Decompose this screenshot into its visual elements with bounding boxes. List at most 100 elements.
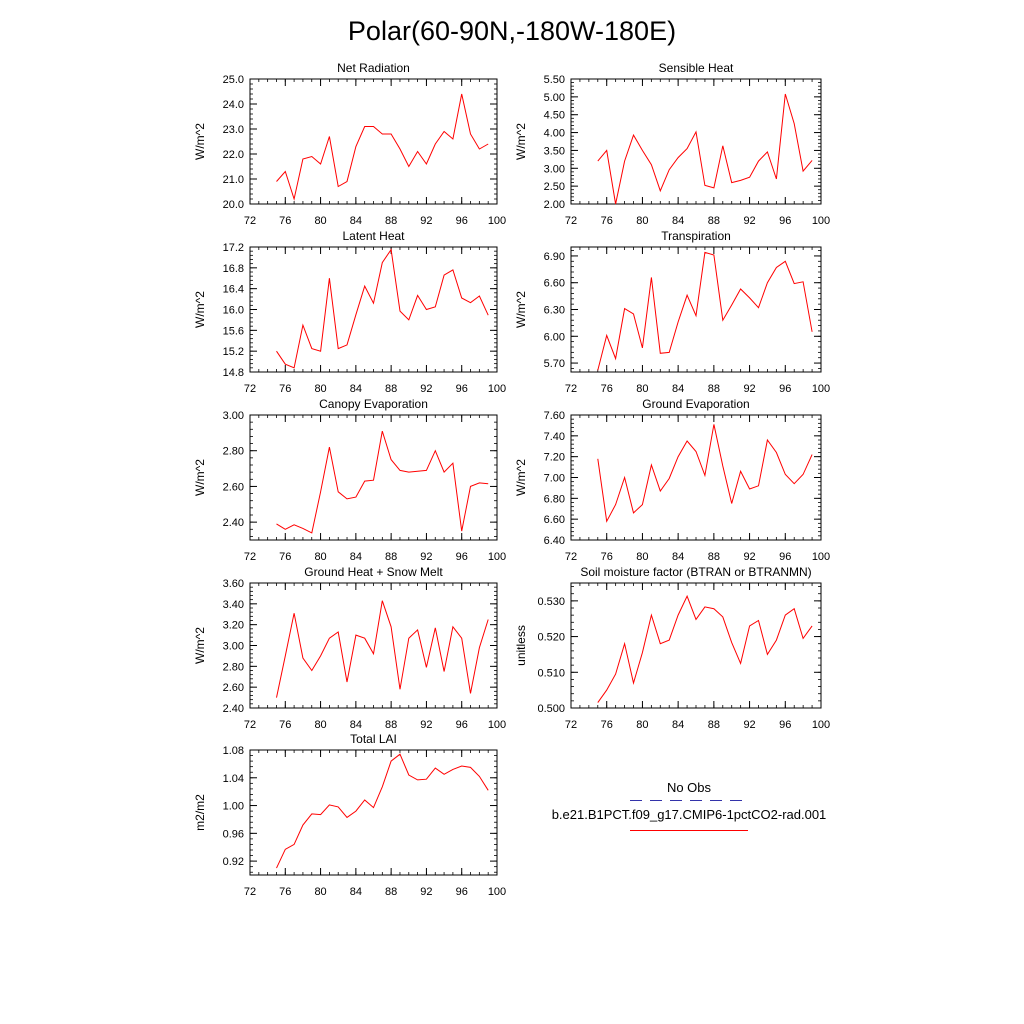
x-tick-label: 72 bbox=[244, 886, 256, 898]
y-tick-label: 16.8 bbox=[223, 263, 244, 275]
plot-frame bbox=[570, 78, 822, 205]
panel-title: Transpiration bbox=[661, 229, 731, 243]
x-tick-label: 92 bbox=[420, 551, 432, 563]
x-tick-label: 88 bbox=[385, 886, 397, 898]
x-tick-label: 88 bbox=[385, 215, 397, 227]
x-tick-label: 84 bbox=[350, 886, 362, 898]
y-tick-label: 5.50 bbox=[544, 74, 565, 86]
x-tick-label: 96 bbox=[456, 886, 468, 898]
panel-title: Soil moisture factor (BTRAN or BTRANMN) bbox=[580, 565, 811, 579]
y-tick-label: 3.40 bbox=[223, 599, 244, 611]
y-tick-label: 3.60 bbox=[223, 578, 244, 590]
panel-title: Canopy Evaporation bbox=[319, 397, 428, 411]
y-tick-label: 21.0 bbox=[223, 174, 244, 186]
y-tick-label: 3.00 bbox=[544, 163, 565, 175]
y-tick-label: 2.60 bbox=[223, 682, 244, 694]
y-tick-label: 1.00 bbox=[223, 801, 244, 813]
y-tick-label: 2.60 bbox=[223, 481, 244, 493]
y-tick-label: 2.80 bbox=[223, 446, 244, 458]
x-tick-label: 92 bbox=[420, 383, 432, 395]
panel-3: Latent Heat W/m^2 72 76 80 84 88 92 96 100 14.8 15.… bbox=[193, 229, 506, 395]
legend-model-label: b.e21.B1PCT.f09_g17.CMIP6-1pctCO2-rad.00… bbox=[552, 807, 827, 822]
panel-6: Ground Evaporation W/m^2 72 76 80 84 88 92 96 100… bbox=[514, 397, 830, 563]
x-tick-label: 80 bbox=[636, 215, 648, 227]
legend: No Obs b.e21.B1PCT.f09_g17.CMIP6-1pctCO2… bbox=[552, 780, 827, 831]
x-tick-label: 88 bbox=[708, 719, 720, 731]
x-tick-label: 72 bbox=[244, 719, 256, 731]
x-tick-label: 76 bbox=[601, 719, 613, 731]
y-tick-label: 6.00 bbox=[544, 331, 565, 343]
y-tick-label: 17.2 bbox=[223, 242, 244, 254]
x-tick-label: 92 bbox=[743, 383, 755, 395]
x-tick-label: 88 bbox=[708, 215, 720, 227]
panels: Net Radiation W/m^2 72 76 80 84 88 92 96 100 20.0 2… bbox=[193, 61, 830, 898]
figure-title: Polar(60-90N,-180W-180E) bbox=[348, 16, 676, 46]
x-tick-label: 92 bbox=[743, 215, 755, 227]
x-tick-label: 92 bbox=[743, 719, 755, 731]
x-tick-label: 80 bbox=[314, 383, 326, 395]
legend-obs-label: No Obs bbox=[667, 780, 712, 795]
x-tick-label: 92 bbox=[420, 886, 432, 898]
plot-frame bbox=[249, 749, 498, 876]
panel-title: Total LAI bbox=[350, 732, 397, 746]
x-tick-label: 88 bbox=[385, 383, 397, 395]
x-tick-label: 80 bbox=[636, 719, 648, 731]
x-tick-label: 84 bbox=[672, 215, 684, 227]
y-axis-label: unitless bbox=[514, 625, 528, 666]
panel-8: Soil moisture factor (BTRAN or BTRANMN) u… bbox=[514, 565, 830, 731]
x-tick-label: 72 bbox=[565, 551, 577, 563]
x-tick-label: 72 bbox=[244, 551, 256, 563]
series-line bbox=[597, 251, 813, 371]
x-tick-label: 100 bbox=[488, 886, 506, 898]
y-tick-label: 4.00 bbox=[544, 128, 565, 140]
y-tick-label: 0.500 bbox=[537, 703, 565, 715]
x-tick-label: 100 bbox=[812, 383, 830, 395]
y-tick-label: 0.96 bbox=[223, 828, 244, 840]
x-tick-label: 96 bbox=[779, 383, 791, 395]
x-tick-label: 84 bbox=[350, 551, 362, 563]
x-tick-label: 96 bbox=[456, 551, 468, 563]
y-axis-label: W/m^2 bbox=[193, 291, 207, 328]
y-tick-label: 2.40 bbox=[223, 703, 244, 715]
panel-9: Total LAI m2/m2 72 76 80 84 88 92 96 100 0.92 0.96 1… bbox=[193, 732, 506, 898]
x-tick-label: 96 bbox=[456, 719, 468, 731]
y-tick-label: 2.00 bbox=[544, 199, 565, 211]
x-tick-label: 72 bbox=[244, 215, 256, 227]
series-line bbox=[597, 93, 813, 205]
y-tick-label: 25.0 bbox=[223, 74, 244, 86]
x-tick-label: 76 bbox=[601, 215, 613, 227]
plot-frame bbox=[570, 246, 822, 373]
panel-title: Ground Evaporation bbox=[642, 397, 749, 411]
y-tick-label: 15.6 bbox=[223, 325, 244, 337]
y-tick-label: 7.00 bbox=[544, 473, 565, 485]
y-axis-label: W/m^2 bbox=[514, 291, 528, 328]
x-tick-label: 80 bbox=[314, 551, 326, 563]
x-tick-label: 96 bbox=[779, 719, 791, 731]
x-tick-label: 76 bbox=[279, 551, 291, 563]
series-line bbox=[597, 424, 813, 523]
y-axis-label: m2/m2 bbox=[193, 794, 207, 831]
y-tick-label: 3.20 bbox=[223, 620, 244, 632]
y-tick-label: 0.530 bbox=[537, 596, 565, 608]
y-axis-label: W/m^2 bbox=[193, 123, 207, 160]
x-tick-label: 72 bbox=[565, 719, 577, 731]
y-tick-label: 5.70 bbox=[544, 358, 565, 370]
panel-title: Sensible Heat bbox=[659, 61, 734, 75]
y-axis-label: W/m^2 bbox=[193, 627, 207, 664]
panel-title: Net Radiation bbox=[337, 61, 410, 75]
y-tick-label: 24.0 bbox=[223, 99, 244, 111]
x-tick-label: 92 bbox=[420, 215, 432, 227]
x-tick-label: 96 bbox=[456, 215, 468, 227]
y-tick-label: 6.80 bbox=[544, 493, 565, 505]
panel-1: Net Radiation W/m^2 72 76 80 84 88 92 96 100 20.0 2… bbox=[193, 61, 506, 227]
y-tick-label: 3.50 bbox=[544, 145, 565, 157]
x-tick-label: 76 bbox=[279, 383, 291, 395]
y-tick-label: 2.80 bbox=[223, 661, 244, 673]
panel-7: Ground Heat + Snow Melt W/m^2 72 76 80 84 88 92… bbox=[193, 565, 506, 731]
y-tick-label: 2.50 bbox=[544, 181, 565, 193]
y-axis-label: W/m^2 bbox=[193, 459, 207, 496]
x-tick-label: 84 bbox=[350, 383, 362, 395]
series-line bbox=[276, 753, 489, 869]
y-tick-label: 0.520 bbox=[537, 632, 565, 644]
